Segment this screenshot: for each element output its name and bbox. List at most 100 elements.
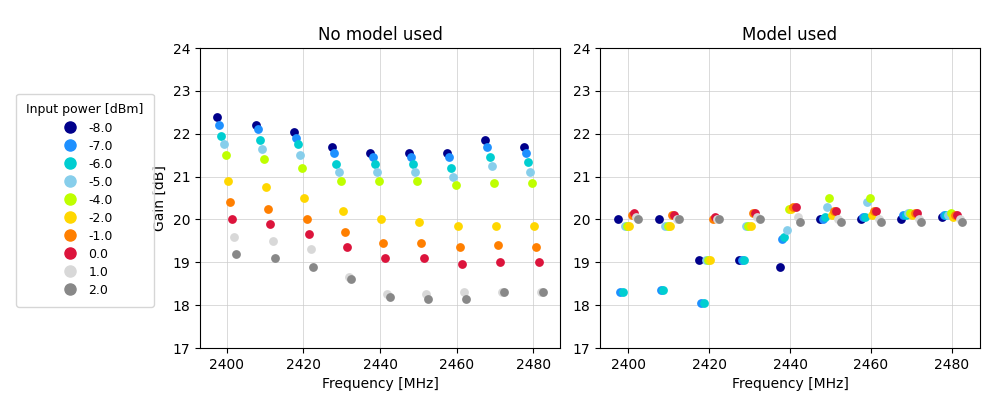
Point bbox=[418, 291, 434, 298]
Point bbox=[873, 218, 889, 225]
Point bbox=[516, 143, 532, 150]
Point bbox=[522, 169, 538, 176]
Point bbox=[531, 259, 547, 266]
Point bbox=[292, 152, 308, 158]
Point bbox=[893, 216, 909, 223]
Point bbox=[477, 137, 493, 143]
Point bbox=[702, 257, 718, 263]
Point bbox=[745, 210, 761, 216]
Point bbox=[943, 210, 959, 216]
Point bbox=[213, 133, 229, 139]
Point bbox=[518, 150, 534, 156]
Point bbox=[254, 146, 270, 152]
Point bbox=[830, 216, 846, 223]
Point bbox=[821, 195, 837, 201]
Point bbox=[630, 216, 646, 223]
Point bbox=[738, 223, 754, 229]
Point bbox=[947, 212, 963, 218]
Point bbox=[443, 165, 459, 171]
Point bbox=[615, 289, 631, 296]
Point bbox=[339, 244, 355, 250]
Point bbox=[371, 178, 387, 184]
Point bbox=[864, 212, 880, 218]
Point bbox=[533, 289, 549, 296]
Point bbox=[691, 257, 707, 263]
Point bbox=[326, 150, 342, 156]
Point bbox=[226, 233, 242, 240]
Point bbox=[488, 223, 504, 229]
Point bbox=[379, 291, 395, 298]
Point bbox=[369, 169, 385, 176]
Point bbox=[696, 300, 712, 306]
Point bbox=[290, 141, 306, 148]
Point bbox=[528, 244, 544, 250]
Point bbox=[853, 216, 869, 223]
Point bbox=[666, 212, 682, 218]
Point bbox=[698, 257, 714, 263]
Point bbox=[456, 289, 472, 296]
Point bbox=[657, 223, 673, 229]
Point bbox=[857, 214, 873, 220]
Point bbox=[945, 214, 961, 220]
Point bbox=[222, 199, 238, 206]
Point bbox=[662, 223, 678, 229]
Legend: -8.0, -7.0, -6.0, -5.0, -4.0, -2.0, -1.0, 0.0, 1.0, 2.0: -8.0, -7.0, -6.0, -5.0, -4.0, -2.0, -1.0… bbox=[16, 94, 154, 306]
Point bbox=[747, 210, 763, 216]
Point bbox=[669, 216, 685, 223]
Point bbox=[494, 289, 510, 296]
Point bbox=[790, 214, 806, 220]
Point bbox=[224, 216, 240, 223]
Point bbox=[617, 223, 633, 229]
Point bbox=[954, 218, 970, 225]
Point bbox=[526, 223, 542, 229]
Point bbox=[936, 212, 952, 218]
Point bbox=[286, 128, 302, 135]
Point bbox=[260, 206, 276, 212]
Point bbox=[655, 287, 671, 293]
Point bbox=[783, 206, 799, 212]
Point bbox=[824, 212, 840, 218]
Point bbox=[211, 122, 227, 128]
Point bbox=[262, 220, 278, 227]
Point bbox=[828, 208, 844, 214]
Point bbox=[331, 169, 347, 176]
Point bbox=[855, 214, 871, 220]
Point bbox=[343, 276, 359, 283]
Point bbox=[711, 216, 727, 223]
Point bbox=[220, 178, 236, 184]
Point bbox=[341, 274, 357, 280]
Point bbox=[450, 223, 466, 229]
Point bbox=[700, 257, 716, 263]
Point bbox=[902, 210, 918, 216]
Point bbox=[911, 216, 927, 223]
Point bbox=[651, 216, 667, 223]
Point bbox=[866, 208, 882, 214]
Point bbox=[303, 246, 319, 253]
Point bbox=[520, 158, 536, 165]
Point bbox=[871, 216, 887, 223]
Point bbox=[296, 195, 312, 201]
Point bbox=[482, 154, 498, 160]
Point bbox=[365, 154, 381, 160]
Point bbox=[479, 143, 495, 150]
Point bbox=[938, 212, 954, 218]
X-axis label: Frequency [MHz]: Frequency [MHz] bbox=[732, 377, 848, 391]
Point bbox=[819, 203, 835, 210]
Point bbox=[486, 180, 502, 186]
Y-axis label: Gain [dB]: Gain [dB] bbox=[153, 165, 167, 231]
Point bbox=[671, 216, 687, 223]
Point bbox=[484, 163, 500, 169]
Point bbox=[248, 122, 264, 128]
Point bbox=[934, 214, 950, 220]
Point bbox=[252, 137, 268, 143]
Point bbox=[373, 216, 389, 223]
Point bbox=[812, 216, 828, 223]
Point bbox=[624, 212, 640, 218]
Point bbox=[218, 152, 234, 158]
Point bbox=[411, 218, 427, 225]
Point bbox=[895, 212, 911, 218]
Point bbox=[779, 227, 795, 233]
Point bbox=[420, 296, 436, 302]
Point bbox=[734, 257, 750, 263]
Point bbox=[940, 212, 956, 218]
